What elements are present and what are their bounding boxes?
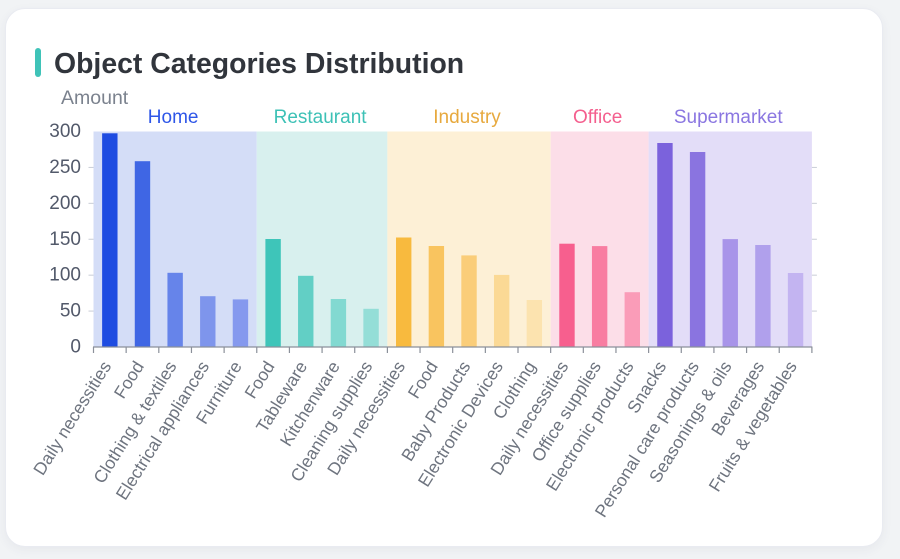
svg-text:300: 300 xyxy=(49,121,81,142)
svg-text:Supermarket: Supermarket xyxy=(674,107,783,128)
svg-text:Home: Home xyxy=(148,107,199,128)
svg-text:200: 200 xyxy=(49,193,81,214)
svg-text:Industry: Industry xyxy=(433,107,501,128)
svg-text:100: 100 xyxy=(49,265,81,286)
svg-text:Amount: Amount xyxy=(61,87,129,109)
svg-text:Office: Office xyxy=(573,107,622,128)
svg-text:Restaurant: Restaurant xyxy=(274,107,368,128)
svg-text:250: 250 xyxy=(49,157,81,178)
svg-text:0: 0 xyxy=(70,337,81,358)
svg-text:150: 150 xyxy=(49,229,81,250)
svg-text:50: 50 xyxy=(60,301,81,322)
